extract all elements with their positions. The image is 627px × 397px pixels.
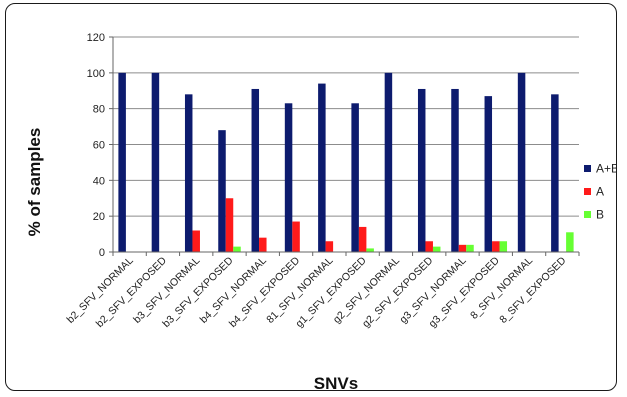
bar-a-b xyxy=(451,88,459,252)
bar-b xyxy=(499,241,508,252)
gridlines xyxy=(113,36,579,217)
y-tick-label: 40 xyxy=(93,175,105,187)
bar-a-b xyxy=(384,72,393,252)
x-tick-labels: b2_SFV_NORMALb2_SFV_EXPOSEDb3_SFV_NORMAL… xyxy=(65,254,569,330)
bar-a-b xyxy=(284,103,293,253)
axes xyxy=(112,37,580,256)
bar-b xyxy=(432,246,441,252)
bar-a-b xyxy=(218,130,226,252)
bar-a xyxy=(259,237,267,252)
bar-a xyxy=(492,241,500,252)
legend-label: A+B xyxy=(596,162,617,176)
legend: A+B AB xyxy=(584,162,617,222)
y-tick-label: 20 xyxy=(93,211,105,223)
bar-b xyxy=(566,232,574,252)
bar-a xyxy=(325,241,334,252)
legend-label: A xyxy=(596,185,604,199)
bar-b xyxy=(366,248,374,252)
bar-a xyxy=(358,226,367,252)
legend-swatch xyxy=(584,165,591,172)
bar-a xyxy=(425,241,433,252)
bar-a-b xyxy=(118,72,126,252)
bar-a-b xyxy=(551,94,559,252)
legend-swatch xyxy=(584,188,591,195)
bar-b xyxy=(233,246,241,252)
bar-a xyxy=(192,230,200,252)
bar-a-b xyxy=(251,88,260,252)
bar-a xyxy=(458,244,467,252)
bar-a-b xyxy=(417,88,426,252)
bar-a xyxy=(225,198,234,252)
y-tick-label: 80 xyxy=(93,104,105,116)
bar-a-b xyxy=(517,72,526,252)
y-axis-label: % of samples xyxy=(25,128,44,237)
bar-a-b xyxy=(351,103,359,253)
legend-label: B xyxy=(596,208,604,222)
legend-swatch xyxy=(584,211,591,218)
y-tick-label: 60 xyxy=(93,140,105,152)
bar-b xyxy=(466,244,474,252)
bar-a-b xyxy=(151,72,160,252)
bar-a-b xyxy=(318,83,326,252)
x-axis-label: SNVs xyxy=(314,374,358,391)
y-tick-label: 120 xyxy=(87,32,105,44)
y-tick-labels: 0 20 40 60 80 100 120 xyxy=(87,32,113,259)
bar-a-b xyxy=(184,94,193,252)
bar-chart: 0 20 40 60 80 100 120 b2_SFV_NORMALb2_SFV_EXPO… xyxy=(25,32,617,391)
chart-frame: 0 20 40 60 80 100 120 b2_SFV_NORMAL b2_SFV_EXPO… xyxy=(5,3,617,391)
y-tick-label: 100 xyxy=(87,68,105,80)
bar-a-b xyxy=(484,96,493,252)
bars xyxy=(118,72,574,253)
bar-a xyxy=(292,221,300,252)
y-tick-label: 0 xyxy=(99,247,105,259)
